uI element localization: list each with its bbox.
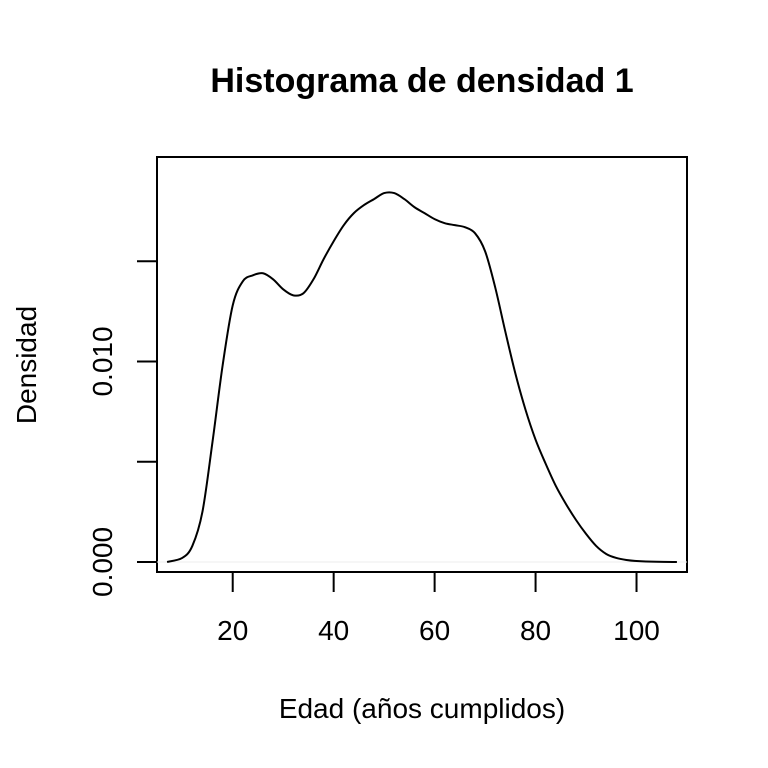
y-axis-label: Densidad xyxy=(11,306,42,424)
density-curve xyxy=(166,191,677,563)
x-tick-label: 20 xyxy=(217,615,248,646)
y-tick-label: 0.010 xyxy=(87,326,118,396)
x-tick-label: 80 xyxy=(520,615,551,646)
x-axis-label: Edad (años cumplidos) xyxy=(279,693,565,724)
x-tick-label: 40 xyxy=(318,615,349,646)
y-axis: 0.000 0.010 xyxy=(87,260,158,597)
x-tick-label: 100 xyxy=(613,615,660,646)
y-tick-label: 0.000 xyxy=(87,527,118,597)
x-tick-label: 60 xyxy=(419,615,450,646)
chart-title: Histograma de densidad 1 xyxy=(210,62,633,100)
plot-area-frame xyxy=(156,156,688,573)
x-axis: 20 40 60 80 100 xyxy=(217,571,660,646)
